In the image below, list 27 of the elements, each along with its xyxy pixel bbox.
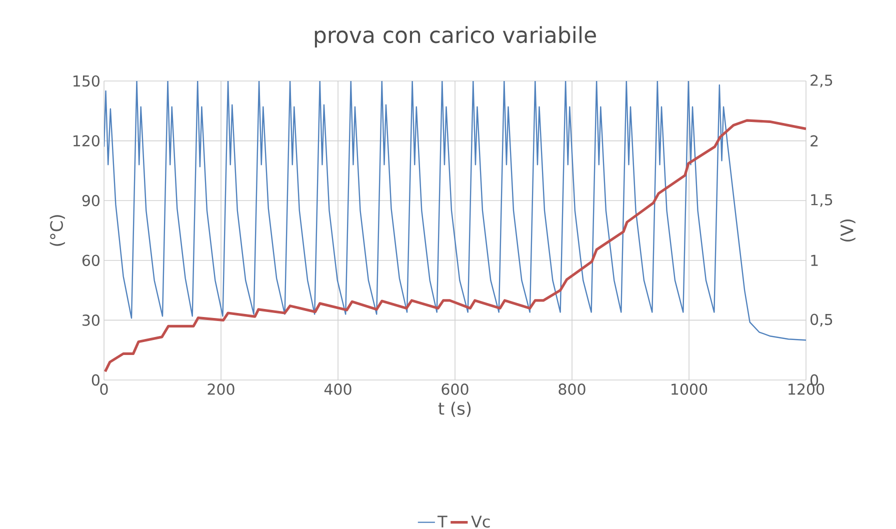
x-tick-label: 200: [208, 384, 234, 395]
chart-title: prova con carico variabile: [314, 26, 596, 48]
y-tick-label: 150: [73, 75, 100, 87]
x-tick-label: 1000: [672, 384, 708, 395]
y-tick-label: 120: [73, 135, 100, 146]
y2-tick-label: 0,5: [810, 314, 832, 327]
y-tick-label: 60: [82, 254, 100, 266]
legend-label: T: [438, 516, 448, 528]
y2-tick-label: 1: [811, 254, 818, 266]
y2-axis-title: (V): [840, 220, 856, 242]
y-tick-label: 30: [82, 314, 100, 326]
line-series: [104, 80, 806, 341]
y2-tick-label: 0: [810, 374, 818, 386]
y-tick-label: 90: [82, 194, 100, 206]
y-tick-label: 0: [92, 374, 100, 386]
x-tick-label: 600: [442, 384, 468, 395]
x-tick-label: 1200: [788, 384, 824, 395]
y-axis-title: (°C): [50, 215, 65, 246]
y2-tick-label: 2,5: [810, 74, 832, 88]
x-tick-label: 0: [100, 384, 108, 395]
legend-label: Vc: [471, 516, 490, 528]
x-tick-label: 800: [558, 384, 586, 395]
y2-tick-label: 2: [810, 135, 818, 146]
x-tick-label: 400: [324, 384, 352, 395]
x-axis-title: t (s): [438, 402, 471, 417]
y2-tick-label: 1,5: [811, 194, 832, 207]
line-series: [104, 119, 806, 373]
